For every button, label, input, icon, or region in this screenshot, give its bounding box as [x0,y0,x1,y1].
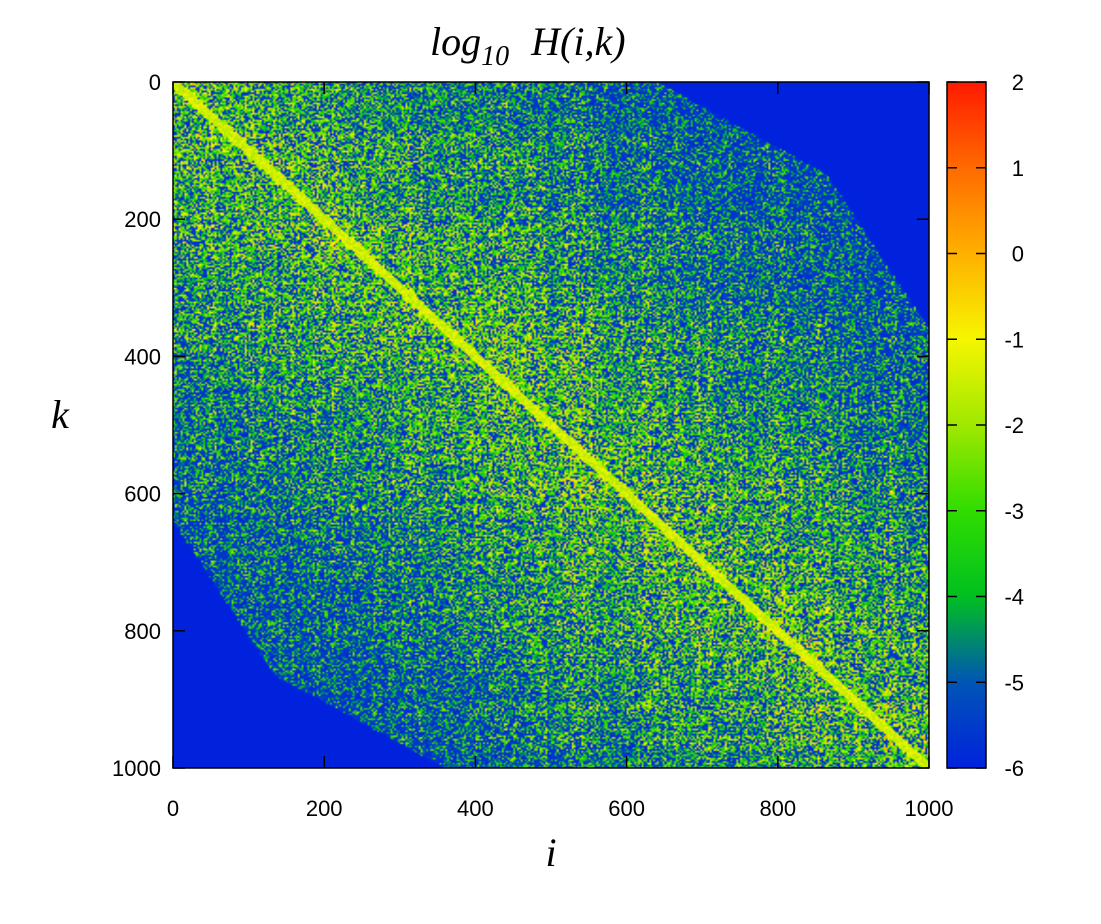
x-tick-label: 400 [457,796,494,821]
x-axis: 0 200 400 600 800 1000 [167,82,954,821]
heatmap-image [173,82,929,768]
title-expr: H(i,k) [530,19,625,64]
y-tick-label: 1000 [112,756,161,781]
colorbar-tick-label: -4 [1004,585,1024,610]
colorbar-tick-label: 0 [1012,242,1024,267]
chart-title: log10 H(i,k) [430,19,626,72]
y-tick-label: 800 [124,619,161,644]
title-prefix: log [430,19,481,64]
y-axis-label: k [51,392,70,437]
colorbar-tick-label: -6 [1004,756,1024,781]
colorbar-ticks: 2 1 0 -1 -2 -3 -4 -5 -6 [947,70,1024,781]
colorbar-tick-label: -3 [1004,499,1024,524]
x-tick-label: 1000 [905,796,954,821]
heatmap-area [173,82,929,768]
x-tick-label: 0 [167,796,179,821]
y-tick-label: 0 [149,70,161,95]
y-tick-label: 200 [124,207,161,232]
title-subscript: 10 [481,41,509,72]
x-axis-label: i [545,830,556,875]
y-tick-label: 600 [124,482,161,507]
x-tick-label: 200 [306,796,343,821]
x-tick-label: 800 [759,796,796,821]
y-axis: 0 200 400 600 800 1000 [112,70,929,781]
colorbar-tick-label: 2 [1012,70,1024,95]
colorbar-tick-label: -5 [1004,670,1024,695]
x-tick-label: 600 [608,796,645,821]
colorbar-tick-label: -1 [1004,327,1024,352]
colorbar-tick-label: 1 [1012,156,1024,181]
colorbar-tick-label: -2 [1004,413,1024,438]
plot-frame [172,81,930,769]
y-tick-label: 400 [124,344,161,369]
